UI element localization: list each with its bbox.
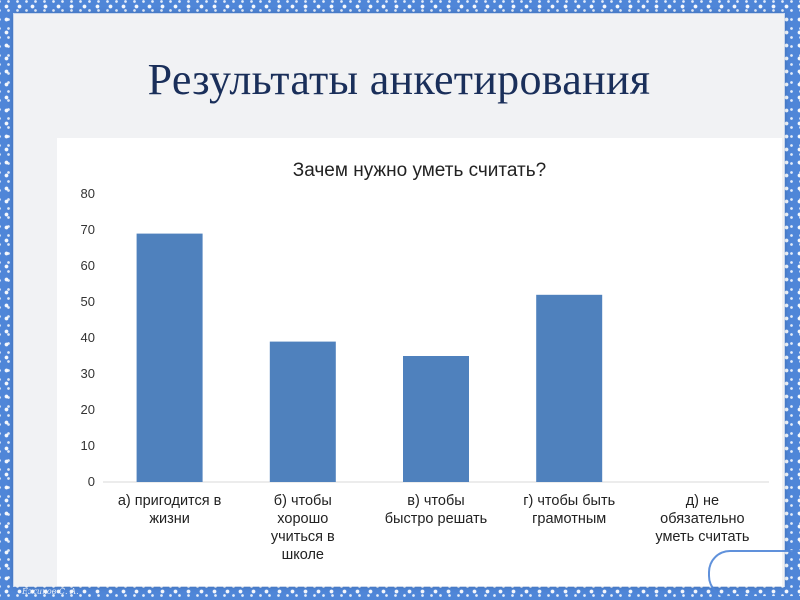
y-tick-label: 0 [87,474,95,489]
slide-title: Результаты анкетирования [147,55,651,104]
y-tick-label: 60 [80,258,95,273]
x-category-label: б) чтобы хорошо учиться в школе [270,493,335,563]
chart-panel: Зачем нужно уметь считать? 0 10 20 30 40 50 60… [57,138,782,586]
author-signature-image: Ёжиков С. А. [22,587,79,596]
bar [136,233,203,482]
x-category-label: д) не обязательно уметь считать [655,493,750,545]
y-tick-label: 80 [80,186,95,201]
x-category-label: а) пригодится в жизни [117,493,222,527]
y-tick-label: 50 [80,294,95,309]
x-category-label: в) чтобы быстро решать [384,493,488,527]
chart-title: Зачем нужно уметь считать? [292,160,547,181]
slide: Результаты анкетирования Зачем нужно уме… [14,14,800,598]
y-tick-label: 70 [80,222,95,237]
y-tick-label: 40 [80,330,95,345]
y-tick-label: 30 [80,366,95,381]
bar [536,294,603,482]
bar-chart [103,233,769,483]
y-tick-label: 20 [80,402,95,417]
corner-ornament [708,550,800,598]
x-category-label: г) чтобы быть грамотным [523,493,616,527]
y-tick-label: 10 [80,438,95,453]
bar [269,341,336,482]
bar [403,356,469,482]
